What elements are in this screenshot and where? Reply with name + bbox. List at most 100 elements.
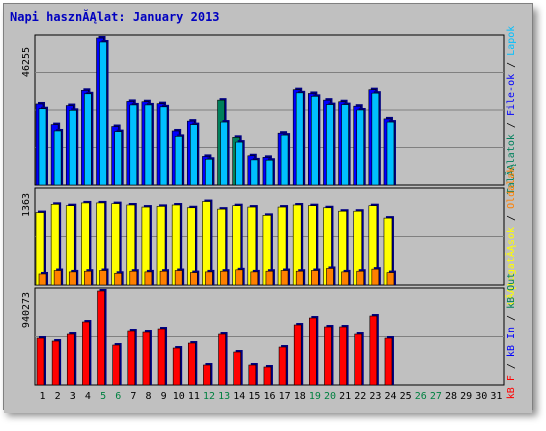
day-label-17: 17 (279, 391, 291, 402)
files-bar-13 (220, 120, 230, 186)
kb-bar-14-face (233, 351, 241, 386)
legend-top: TalĂĄlatok / File-ok / Lapok (504, 26, 517, 195)
max-label-bottom: 940273 (21, 292, 32, 328)
kb-bar-14 (233, 350, 243, 386)
legend-middle-item-1: / (506, 215, 517, 227)
oldalak-bar-12 (205, 269, 215, 286)
files-bar-18-face (295, 92, 304, 186)
files-bar-1-face (38, 108, 47, 186)
files-bar-8 (144, 102, 154, 186)
kb-bar-3 (66, 332, 77, 386)
torn-edge (4, 407, 532, 413)
legend-bottom-item-2: kB In (506, 327, 517, 363)
files-bar-10-face (174, 136, 183, 186)
files-bar-11 (189, 122, 200, 186)
files-bar-6-face (114, 131, 122, 186)
day-label-20: 20 (324, 391, 336, 402)
oldalak-bar-4-face (84, 270, 92, 286)
files-bar-19-face (311, 96, 319, 186)
day-label-15: 15 (248, 391, 260, 402)
oldalak-bar-18 (295, 269, 306, 286)
oldalak-bar-17-face (280, 270, 289, 286)
kb-bar-13 (218, 332, 228, 386)
oldalak-bar-14 (235, 267, 245, 286)
oldalak-bar-23-face (371, 268, 380, 286)
day-label-3: 3 (70, 391, 76, 402)
day-label-29: 29 (460, 391, 472, 402)
day-label-23: 23 (369, 391, 381, 402)
oldalak-bar-17 (280, 268, 291, 286)
oldalak-bar-20 (326, 266, 336, 286)
day-label-28: 28 (445, 391, 457, 402)
kb-bar-6 (112, 343, 122, 386)
kb-bar-7 (127, 329, 137, 386)
legend-top-item-0: TalĂĄlatok (504, 134, 517, 194)
kb-bar-20-face (324, 326, 332, 386)
legend-top-item-2: File-ok (506, 74, 517, 122)
kb-bar-20 (324, 325, 334, 386)
oldalak-bar-13 (220, 269, 230, 286)
day-label-25: 25 (400, 391, 412, 402)
kb-bar-17 (278, 345, 289, 386)
legend-bottom-item-0: kB F (506, 375, 517, 399)
legend-top-item-1: / (506, 122, 517, 134)
files-bar-24-face (386, 121, 395, 186)
chart-title: Napi hasznĂĄlat: January 2013 (10, 10, 220, 24)
files-bar-5 (99, 39, 109, 186)
files-bar-17-face (280, 134, 289, 186)
oldalak-bar-10 (174, 268, 185, 286)
kb-bar-15 (248, 363, 258, 386)
kb-bar-12-face (203, 364, 211, 386)
kb-bar-23-face (369, 315, 378, 386)
files-bar-3 (68, 108, 79, 186)
kb-bar-17-face (278, 346, 287, 386)
files-bar-7 (129, 102, 139, 186)
day-label-7: 7 (130, 391, 136, 402)
files-bar-19 (311, 94, 321, 186)
oldalak-bar-19-face (311, 270, 319, 286)
day-label-4: 4 (85, 391, 91, 402)
day-label-5: 5 (100, 391, 106, 402)
files-bar-3-face (68, 110, 77, 186)
files-bar-12 (205, 157, 215, 186)
kb-bar-18 (293, 323, 304, 386)
kb-bar-6-face (112, 344, 120, 386)
oldalak-bar-13-face (220, 270, 228, 286)
files-bar-15-face (250, 159, 259, 186)
legend-bottom-item-4: kB Out (506, 273, 517, 315)
oldalak-bar-19 (311, 268, 321, 286)
day-label-16: 16 (263, 391, 275, 402)
day-label-9: 9 (161, 391, 167, 402)
files-bar-21-face (341, 104, 349, 186)
files-bar-12-face (205, 158, 213, 186)
day-label-24: 24 (385, 391, 397, 402)
oldalak-bar-6 (114, 271, 124, 286)
files-bar-13-face (220, 121, 228, 186)
files-bar-4-face (84, 93, 92, 186)
kb-bar-12 (203, 363, 213, 386)
day-label-12: 12 (203, 391, 215, 402)
files-bar-23 (371, 91, 381, 186)
oldalak-bar-3-face (68, 271, 77, 286)
kb-bar-9-face (157, 328, 166, 386)
oldalak-bar-20-face (326, 268, 334, 286)
day-label-6: 6 (115, 391, 121, 402)
files-bar-2 (53, 128, 64, 186)
legend-middle: LĂĄtogatĂĄsok / Oldalak (504, 167, 517, 306)
oldalak-bar-8-face (144, 271, 153, 286)
files-bar-9 (159, 104, 170, 186)
files-bar-17 (280, 133, 291, 186)
kb-bar-11 (187, 341, 198, 386)
files-bar-10 (174, 134, 185, 186)
files-bar-14 (235, 140, 245, 186)
oldalak-bar-7-face (129, 270, 138, 286)
oldalak-bar-4 (84, 269, 94, 286)
legend-bottom: kB F / kB In / kB Out (506, 273, 517, 399)
files-bar-15 (250, 157, 260, 186)
oldalak-bar-7 (129, 269, 139, 286)
oldalak-bar-11 (189, 270, 200, 286)
files-bar-7-face (129, 104, 138, 186)
day-label-27: 27 (430, 391, 442, 402)
legend-top-item-3: / (506, 62, 517, 74)
oldalak-bar-5-face (99, 270, 107, 286)
